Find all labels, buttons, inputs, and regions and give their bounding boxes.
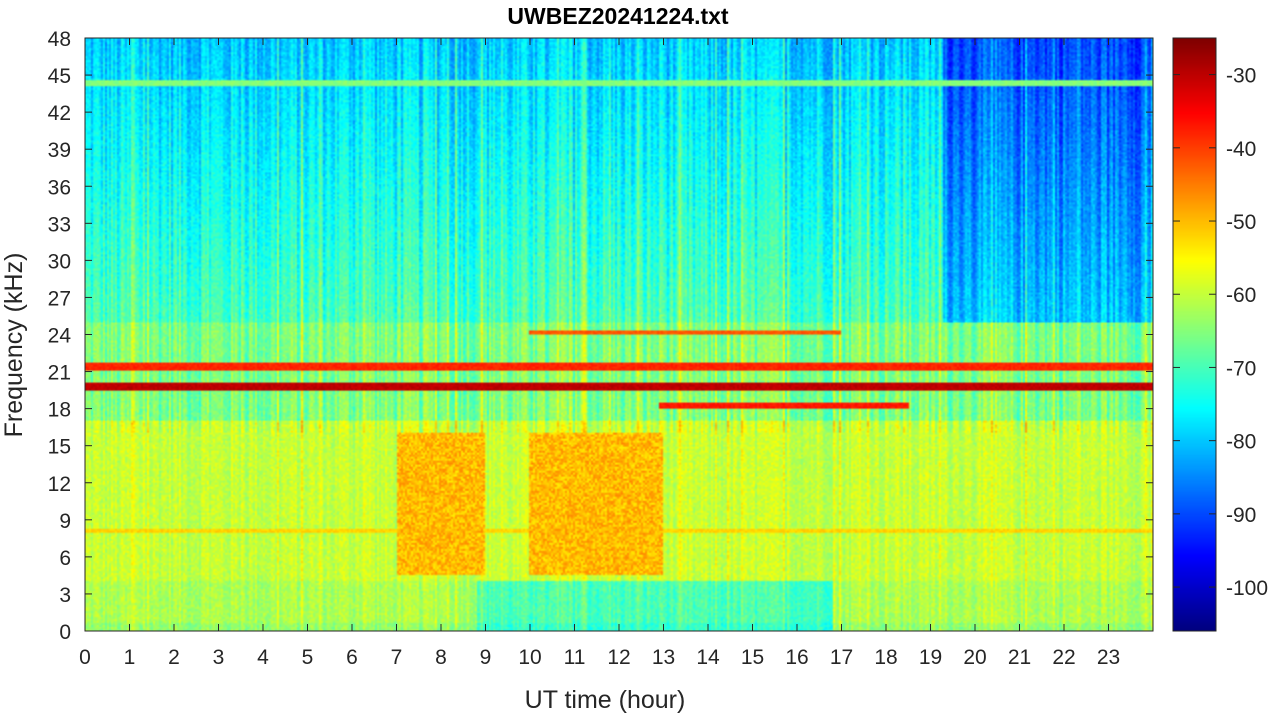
x-tick-label: 23 [1097,646,1120,669]
x-tick-label: 20 [963,646,986,669]
y-tick-label: 39 [48,139,71,162]
colorbar-tick-label: -100 [1226,577,1268,600]
y-tick-label: 12 [48,473,71,496]
x-tick-label: 10 [518,646,541,669]
y-tick-label: 18 [48,399,71,422]
x-tick-label: 2 [168,646,180,669]
spectrogram-image [85,38,1153,631]
x-axis-ticks: 0 1 2 3 4 5 6 7 8 9 10 11 12 13 14 15 16 17 18 19 20 21 22 23 [79,38,1120,669]
y-tick-label: 30 [48,250,71,273]
y-tick-label: 24 [48,325,72,348]
colorbar-tick-label: -40 [1226,138,1256,161]
y-tick-label: 0 [59,621,71,644]
colorbar-frame [1172,37,1217,632]
colorbar-gradient [1173,38,1216,631]
y-axis-label: Frequency (kHz) [0,253,28,438]
y-tick-label: 21 [48,362,71,385]
colorbar-tick-label: -50 [1226,211,1256,234]
colorbar-ticks: -100 -90 -80 -70 -60 -50 -40 -30 [1173,65,1268,600]
colorbar-tick-label: -90 [1226,504,1256,527]
colorbar: -100 -90 -80 -70 -60 -50 -40 -30 [1172,37,1268,632]
x-tick-label: 13 [652,646,675,669]
x-tick-label: 19 [919,646,942,669]
colorbar-tick-label: -80 [1226,431,1256,454]
y-tick-label: 33 [48,213,71,236]
x-tick-label: 11 [564,646,586,669]
colorbar-tick-label: -30 [1226,65,1256,88]
x-tick-label: 18 [874,646,897,669]
y-tick-label: 42 [48,102,71,125]
y-tick-label: 36 [48,176,71,199]
x-tick-label: 8 [435,646,447,669]
x-tick-label: 6 [346,646,358,669]
x-tick-label: 7 [391,646,403,669]
x-tick-label: 0 [79,646,91,669]
x-tick-label: 12 [607,646,630,669]
chart-title: UWBEZ20241224.txt [507,3,728,29]
x-tick-label: 17 [830,646,853,669]
x-tick-label: 9 [480,646,492,669]
x-tick-label: 16 [785,646,808,669]
y-tick-label: 6 [59,547,71,570]
y-tick-label: 15 [48,436,71,459]
x-tick-label: 3 [213,646,225,669]
x-tick-label: 14 [696,646,720,669]
x-tick-label: 22 [1052,646,1075,669]
y-tick-label: 27 [48,287,71,310]
spectrogram-plot-area [84,37,1154,632]
x-axis-label: UT time (hour) [525,686,686,714]
x-tick-label: 15 [741,646,764,669]
y-tick-label: 9 [59,510,71,533]
x-tick-label: 21 [1008,646,1031,669]
colorbar-tick-label: -70 [1226,357,1256,380]
y-tick-label: 3 [59,584,71,607]
x-tick-label: 1 [124,646,136,669]
x-tick-label: 4 [257,646,269,669]
x-tick-label: 5 [302,646,314,669]
y-tick-label: 48 [48,28,71,51]
y-tick-label: 45 [48,65,71,88]
colorbar-tick-label: -60 [1226,284,1256,307]
